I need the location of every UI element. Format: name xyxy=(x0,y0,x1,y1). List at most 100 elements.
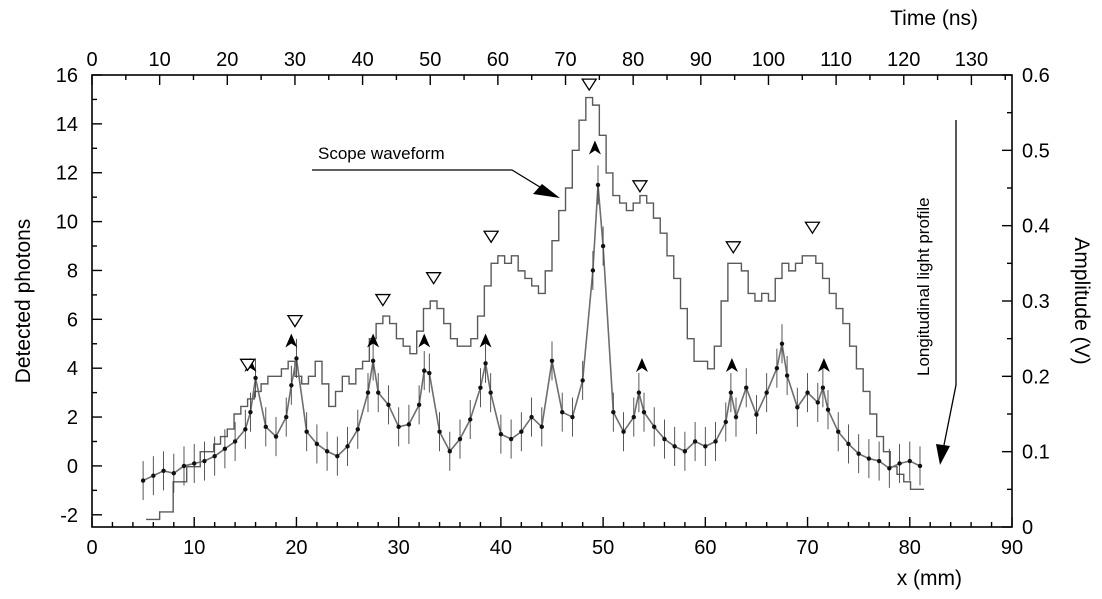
light-profile-point xyxy=(846,441,851,447)
light-profile-point xyxy=(692,439,698,444)
light-profile-point xyxy=(672,444,677,449)
right-tick-label: 0.5 xyxy=(1022,140,1050,162)
light-profile-arrowhead-icon xyxy=(936,444,950,465)
light-profile-point xyxy=(595,182,601,188)
bottom-tick-label: 10 xyxy=(183,537,205,559)
scope-peak-triangle-icon xyxy=(725,241,742,255)
scope-waveform-pointer xyxy=(312,169,549,193)
peak-arrow-up-icon xyxy=(367,333,380,348)
bottom-tick-label: 70 xyxy=(796,537,818,559)
light-profile-point xyxy=(314,441,320,447)
markers-group xyxy=(239,78,830,372)
light-profile-point xyxy=(498,431,504,437)
scope-peak-triangle-icon xyxy=(286,314,304,328)
light-profile-point xyxy=(365,390,371,395)
light-profile-point xyxy=(795,405,800,410)
light-profile-point xyxy=(248,409,253,415)
light-profile-point xyxy=(836,429,841,434)
light-profile-point xyxy=(376,390,381,395)
light-profile-point xyxy=(273,434,279,439)
light-profile-point xyxy=(171,471,176,476)
left-axis-title: Detected photons xyxy=(12,219,35,384)
bottom-tick-label: 50 xyxy=(592,537,614,559)
light-profile-point xyxy=(161,468,166,474)
bottom-tick-label: 0 xyxy=(86,537,97,559)
annotations-group: Scope waveform Longitudinal light profil… xyxy=(312,120,957,465)
scope-waveform-annotation: Scope waveform xyxy=(318,144,445,163)
light-profile-point xyxy=(703,444,708,449)
bottom-tick-label: 40 xyxy=(490,537,512,559)
light-profile-point xyxy=(600,243,606,249)
light-profile-point xyxy=(345,444,350,449)
scope-peak-triangle-icon xyxy=(804,221,821,235)
peak-arrow-up-icon xyxy=(588,140,601,155)
light-profile-point xyxy=(917,463,923,469)
light-profile-point xyxy=(151,473,156,478)
right-axis-title: Amplitude (V) xyxy=(1070,237,1093,364)
top-tick-label: 60 xyxy=(487,49,509,71)
bottom-tick-label: 30 xyxy=(388,537,410,559)
light-profile-point xyxy=(662,436,667,442)
light-profile-point xyxy=(529,414,534,420)
light-profile-point xyxy=(815,400,820,405)
light-profile-point xyxy=(549,358,555,364)
light-profile-point xyxy=(355,427,360,432)
light-profile-point xyxy=(641,409,647,415)
light-profile-point xyxy=(876,458,882,464)
light-profile-point xyxy=(483,361,488,366)
top-tick-label: 80 xyxy=(622,49,644,71)
light-profile-point xyxy=(805,390,810,395)
top-tick-label: 40 xyxy=(351,49,373,71)
light-profile-point xyxy=(897,461,902,466)
top-tick-label: 50 xyxy=(419,49,441,71)
light-profile-point xyxy=(580,378,585,383)
light-profile-point xyxy=(447,449,452,454)
light-profile-point xyxy=(519,429,524,434)
light-profile-point xyxy=(733,414,739,420)
left-tick-label: 14 xyxy=(56,114,78,136)
top-tick-label: 110 xyxy=(820,49,852,71)
peak-arrow-up-icon xyxy=(479,333,492,348)
light-profile-point xyxy=(728,390,734,395)
light-profile-point xyxy=(539,424,544,430)
light-profile-point xyxy=(820,385,826,390)
top-tick-label: 120 xyxy=(887,49,920,71)
right-tick-label: 0.4 xyxy=(1022,216,1050,238)
peak-arrow-up-icon xyxy=(418,333,431,348)
left-tick-label: 12 xyxy=(56,163,78,185)
top-tick-label: 70 xyxy=(554,49,576,71)
bottom-tick-label: 60 xyxy=(694,537,716,559)
bottom-tick-label: 90 xyxy=(1001,537,1023,559)
scope-pointer-arrowhead-icon xyxy=(533,184,560,198)
left-tick-label: 6 xyxy=(67,309,78,331)
scope-peak-triangle-icon xyxy=(581,78,598,92)
light-profile-point xyxy=(825,407,831,412)
scope-waveform-line xyxy=(146,96,925,521)
top-tick-label: 30 xyxy=(284,49,306,71)
light-profile-point xyxy=(406,422,412,427)
light-profile-point xyxy=(907,458,912,464)
ticks-group: 0 10 20 30 40 50 60 70 80 900 10 20 30 40 50 60 70 80 90 10… xyxy=(56,49,1050,559)
light-profile-pointer xyxy=(942,120,957,451)
light-profile-point xyxy=(294,356,299,361)
light-profile-point xyxy=(887,466,892,471)
light-profile-point xyxy=(611,409,616,415)
light-profile-point xyxy=(754,412,759,417)
right-tick-label: 0.3 xyxy=(1022,291,1050,313)
light-profile-point xyxy=(416,402,422,408)
top-axis-title: Time (ns) xyxy=(890,7,978,30)
light-profile-point xyxy=(570,414,575,420)
light-profile-point xyxy=(636,390,642,395)
light-profile-point xyxy=(370,358,376,364)
light-profile-point xyxy=(508,436,514,442)
light-profile-point xyxy=(284,414,289,420)
bottom-tick-label: 20 xyxy=(285,537,307,559)
light-profile-point xyxy=(590,268,596,273)
light-profile-point xyxy=(427,370,432,376)
series-group xyxy=(140,96,925,521)
light-profile-point xyxy=(866,456,872,461)
top-tick-label: 100 xyxy=(752,49,785,71)
light-profile-point xyxy=(202,458,207,464)
